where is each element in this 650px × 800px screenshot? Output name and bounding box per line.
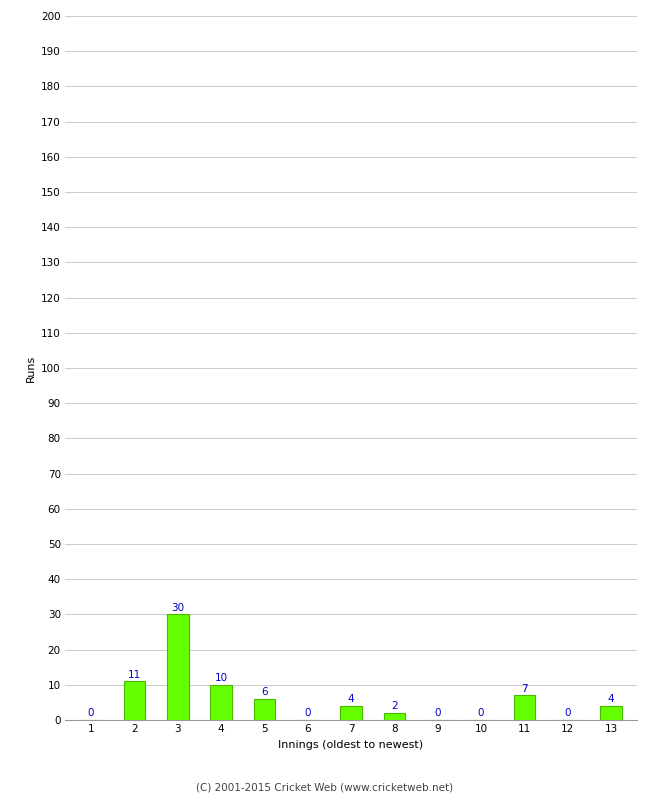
Text: 30: 30 [171,602,184,613]
Y-axis label: Runs: Runs [25,354,36,382]
Text: 6: 6 [261,687,268,697]
Bar [210,685,232,720]
Text: 0: 0 [478,708,484,718]
Bar [340,706,362,720]
Bar [124,682,145,720]
Text: 0: 0 [434,708,441,718]
Bar [254,699,275,720]
Text: 0: 0 [564,708,571,718]
Text: 10: 10 [214,673,227,683]
Bar [167,614,188,720]
Text: 4: 4 [608,694,614,704]
Text: 0: 0 [88,708,94,718]
Bar [600,706,622,720]
X-axis label: Innings (oldest to newest): Innings (oldest to newest) [278,740,424,750]
Text: 4: 4 [348,694,354,704]
Bar [514,695,535,720]
Text: 11: 11 [127,670,141,679]
Text: 2: 2 [391,701,398,711]
Text: 7: 7 [521,683,528,694]
Bar [384,713,405,720]
Text: 0: 0 [304,708,311,718]
Text: (C) 2001-2015 Cricket Web (www.cricketweb.net): (C) 2001-2015 Cricket Web (www.cricketwe… [196,782,454,792]
